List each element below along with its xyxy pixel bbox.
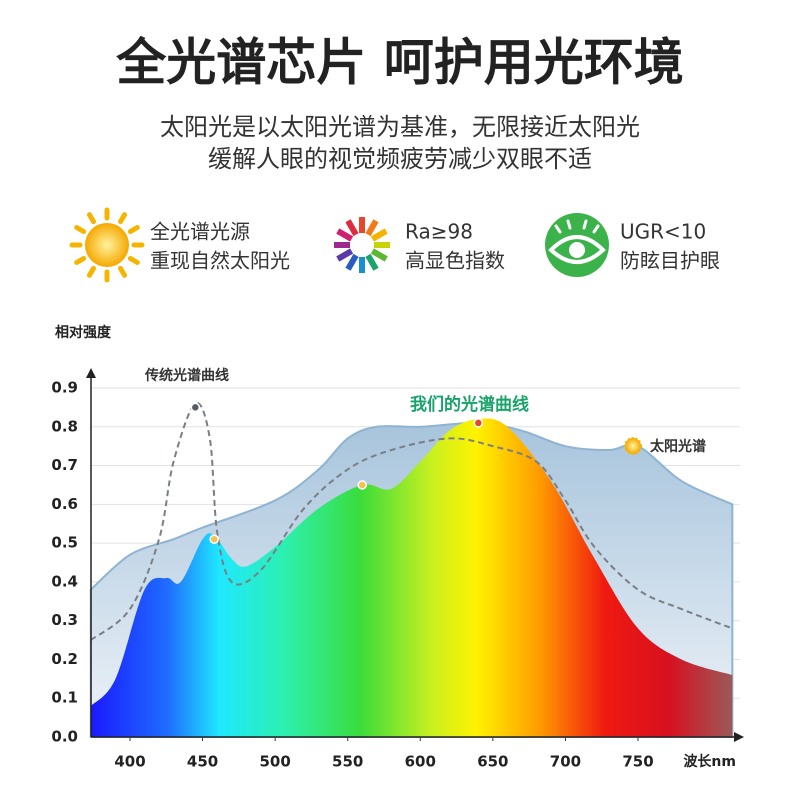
subtitle: 缓解人眼的视觉频疲劳减少双眼不适 (208, 145, 592, 173)
y-tick-label: 0.5 (51, 534, 78, 552)
y-tick-label: 0.8 (51, 417, 78, 435)
y-tick-label: 0.3 (51, 611, 78, 629)
y-tick-label: 0.2 (51, 650, 78, 668)
annotation: 传统光谱曲线 (144, 367, 229, 384)
feature-text: 高显色指数 (405, 249, 505, 273)
sun-ray (118, 212, 127, 225)
color-ray (365, 253, 379, 271)
feature-text: UGR<10 (620, 220, 706, 244)
sun-ray (118, 265, 127, 278)
point (357, 480, 367, 490)
y-tick-label: 0.7 (51, 456, 78, 474)
sun-ray (127, 256, 140, 265)
color-ray (336, 228, 354, 242)
annotation: 我们的光谱曲线 (410, 394, 529, 415)
feature-text: 全光谱光源 (150, 220, 250, 244)
color-ray (365, 219, 379, 237)
sun-ray (74, 225, 87, 234)
area (90, 418, 733, 737)
x-tick-label: 500 (259, 753, 290, 771)
y-tick-label: 0.9 (51, 379, 78, 397)
y-tick-label: 0.6 (51, 495, 78, 513)
x-tick-label: 450 (187, 753, 218, 771)
y-axis-label: 相对强度 (55, 324, 112, 341)
annotation: 太阳光谱 (650, 438, 706, 455)
x-arrow (734, 732, 744, 742)
line (90, 402, 733, 641)
y-tick-label: 0.0 (51, 728, 78, 746)
x-tick-label: 400 (114, 753, 145, 771)
color-ray (370, 248, 388, 262)
title: 全光谱芯片 呵护用光环境 (115, 34, 683, 92)
sun-ray (74, 256, 87, 265)
color-ray (345, 219, 359, 237)
feature-text: 重现自然太阳光 (150, 249, 290, 273)
y-tick-label: 0.1 (51, 689, 78, 707)
subtitle: 太阳光是以太阳光谱为基准，无限接近太阳光 (160, 113, 640, 141)
eye-icon (545, 213, 609, 277)
x-axis-label: 波长nm (683, 753, 736, 770)
sun-icon (69, 207, 145, 283)
x-tick-label: 700 (550, 753, 581, 771)
x-tick-label: 650 (477, 753, 508, 771)
color-ray (370, 228, 388, 242)
sun-icon (624, 437, 642, 455)
x-tick-label: 600 (405, 753, 436, 771)
x-tick-label: 750 (622, 753, 653, 771)
x-tick-label: 550 (332, 753, 363, 771)
feature-text: 防眩目护眼 (620, 249, 720, 273)
feature-text: Ra≥98 (405, 220, 473, 244)
sun-ray (87, 212, 96, 225)
y-tick-label: 0.4 (51, 572, 78, 590)
point (473, 418, 484, 428)
color-ray (345, 253, 359, 271)
point (209, 534, 219, 544)
sun-ray (87, 265, 96, 278)
sun-ray (127, 225, 140, 234)
point (190, 402, 201, 413)
color-ray (336, 248, 354, 262)
y-arrow (86, 368, 96, 378)
color-icon (334, 217, 390, 273)
